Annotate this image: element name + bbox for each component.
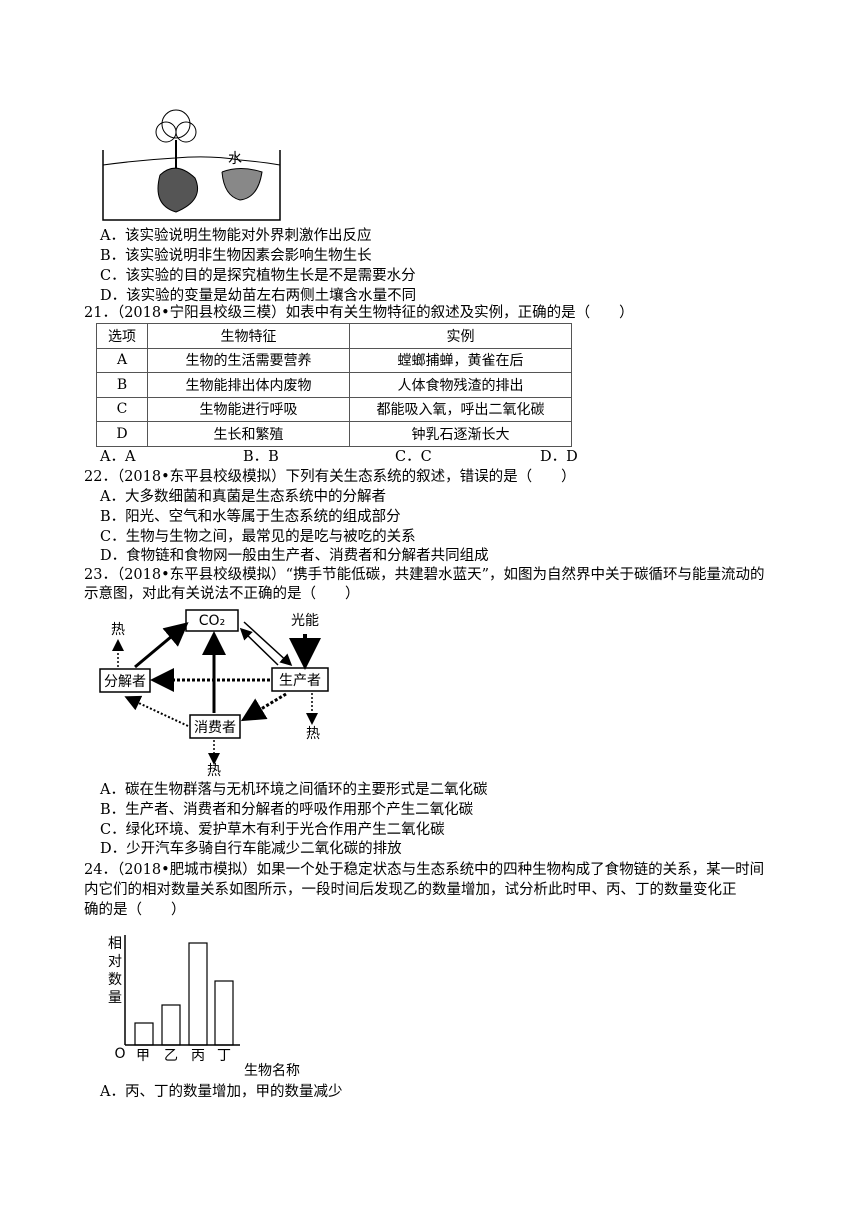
y-axis-label: 对 <box>108 954 122 970</box>
node-label: 热 <box>207 763 221 779</box>
table-cell: 生物能进行呼吸 <box>147 396 350 422</box>
y-axis-label: 数 <box>108 972 122 988</box>
question-stem: 内它们的相对数量关系如图所示，一段时间后发现乙的数量增加，试分析此时甲、丙、丁的… <box>84 882 737 898</box>
carbon-diagram: CO₂ 光能 分解者 生产者 消费者 热 热 热 <box>99 609 329 779</box>
node-label: 热 <box>306 726 320 742</box>
bar <box>188 942 208 1046</box>
option: B．该实验说明非生物因素会影响生物生长 <box>100 248 372 264</box>
option: A．丙、丁的数量增加，甲的数量减少 <box>100 1084 343 1100</box>
option: D．少开汽车多骑自行车能减少二氧化碳的排放 <box>100 841 402 857</box>
table-cell: 生长和繁殖 <box>147 421 350 447</box>
bar <box>134 1022 154 1046</box>
figure-label: 水 <box>228 151 242 167</box>
question-stem: 确的是（ ） <box>84 902 186 918</box>
question-stem: 示意图，对此有关说法不正确的是（ ） <box>84 586 360 602</box>
option: A．A <box>100 449 136 465</box>
question-stem: 22．（2018•东平县校级模拟）下列有关生态系统的叙述，错误的是（ ） <box>84 469 576 485</box>
table-cell: 钟乳石逐渐长大 <box>349 421 572 447</box>
option: D．该实验的变量是幼苗左右两侧土壤含水量不同 <box>100 288 417 304</box>
question-stem: 23．（2018•东平县校级模拟）“携手节能低碳，共建碧水蓝天”，如图为自然界中… <box>84 567 765 583</box>
y-axis-label: 相 <box>108 936 122 952</box>
node-label: 生产者 <box>279 673 321 689</box>
option: D．D <box>540 449 578 465</box>
option: C．该实验的目的是探究植物生长是不是需要水分 <box>100 268 416 284</box>
x-tick-label: 乙 <box>164 1048 178 1064</box>
node-label: 热 <box>111 622 125 638</box>
question-stem: 24．（2018•肥城市模拟）如果一个处于稳定状态与生态系统中的四种生物构成了食… <box>84 862 765 878</box>
table-cell: C <box>96 396 148 422</box>
table-cell: 生物的生活需要营养 <box>147 347 350 373</box>
option: A．该实验说明生物能对外界刺激作出反应 <box>100 228 372 244</box>
node-label: 分解者 <box>104 674 146 690</box>
table-cell: 人体食物残渣的排出 <box>349 372 572 398</box>
table-cell: 生物能排出体内废物 <box>147 372 350 398</box>
bar-figure: O 生物名称 甲乙丙丁 相对数量 <box>108 935 300 1079</box>
y-axis-label: 量 <box>108 990 122 1006</box>
option: A．碳在生物群落与无机环境之间循环的主要形式是二氧化碳 <box>100 782 488 798</box>
option: C．生物与生物之间，最常见的是吃与被吃的关系 <box>100 529 416 545</box>
table-cell: B <box>96 372 148 398</box>
table-header: 选项 <box>96 323 148 349</box>
node-label: 消费者 <box>194 720 236 736</box>
table-header: 实例 <box>349 323 572 349</box>
table-cell: 螳螂捕蝉，黄雀在后 <box>349 347 572 373</box>
table: 选项 生物特征 实例 A 生物的生活需要营养 螳螂捕蝉，黄雀在后 B 生物能排出体内废物人… <box>96 323 572 447</box>
option: C．绿化环境、爱护草木有利于光合作用产生二氧化碳 <box>100 822 445 838</box>
node-label: 光能 <box>291 613 319 629</box>
x-tick-label: 甲 <box>136 1048 150 1064</box>
table-cell: 都能吸入氧，呼出二氧化碳 <box>349 396 572 422</box>
bar <box>161 1004 181 1046</box>
option: B．B <box>243 449 279 465</box>
option: B．生产者、消费者和分解者的呼吸作用那个产生二氧化碳 <box>100 802 474 818</box>
option: D．食物链和食物网一般由生产者、消费者和分解者共同组成 <box>100 548 489 564</box>
axis-origin: O <box>114 1046 125 1062</box>
x-tick-label: 丙 <box>191 1048 205 1064</box>
table-cell: D <box>96 421 148 447</box>
x-tick-label: 丁 <box>217 1048 231 1064</box>
table-cell: A <box>96 347 148 373</box>
node-label: CO₂ <box>199 613 225 629</box>
option: B．阳光、空气和水等属于生态系统的组成部分 <box>100 509 401 525</box>
table-header: 生物特征 <box>147 323 350 349</box>
option: C．C <box>395 449 432 465</box>
option: A．大多数细菌和真菌是生态系统中的分解者 <box>100 489 386 505</box>
plant-figure: 水 <box>102 109 281 221</box>
bar <box>214 980 234 1046</box>
x-axis-label: 生物名称 <box>244 1063 300 1079</box>
question-stem: 21．（2018•宁阳县校级三模）如表中有关生物特征的叙述及实例，正确的是（ ） <box>84 305 634 321</box>
